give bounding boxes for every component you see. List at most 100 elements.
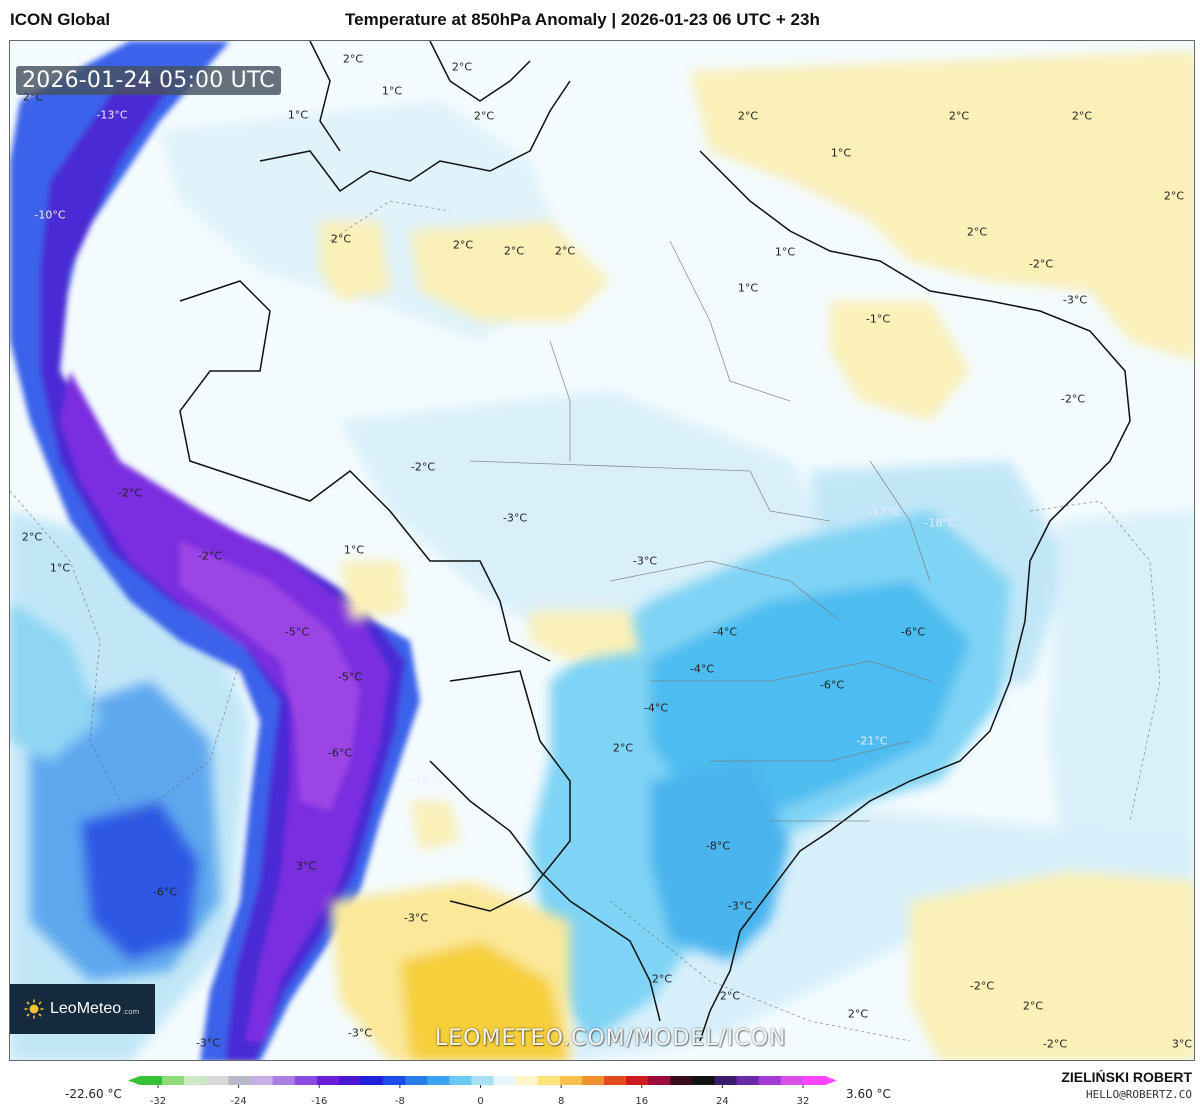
colorbar-tick-label: -16	[311, 1096, 327, 1107]
colorbar-segment	[206, 1076, 229, 1085]
colorbar-segment	[670, 1076, 694, 1085]
temperature-label: -2°C	[1028, 257, 1054, 271]
temperature-label: -18°C	[924, 516, 956, 530]
temperature-label: -6°C	[327, 746, 353, 760]
colorbar-segment	[493, 1076, 517, 1085]
scale-max-label: 3.60 °C	[846, 1087, 891, 1101]
colorbar: -32 -24 -16 -8 0 8 16 24 32	[128, 1076, 837, 1107]
colorbar-segment	[449, 1076, 473, 1085]
temperature-label: 2°C	[1071, 109, 1093, 123]
colorbar-segment	[604, 1076, 627, 1085]
colorbar-segment	[626, 1076, 649, 1085]
temperature-label: 1°C	[343, 543, 365, 557]
colorbar-segment	[140, 1076, 163, 1085]
temperature-label: -2°C	[969, 979, 995, 993]
temperature-label: 2°C	[21, 530, 43, 544]
temperature-label: -6°C	[819, 678, 845, 692]
colorbar-segment	[228, 1076, 252, 1085]
colorbar-tick-label: 24	[716, 1096, 729, 1107]
andes-cold-band	[10, 41, 420, 1060]
header: ICON Global Temperature at 850hPa Anomal…	[0, 0, 1200, 40]
map-frame[interactable]: 2°C 2°C 1°C -13°C -10°C 2°C 1°C 2°C 2°C 2°C 2°C 1°C…	[9, 40, 1195, 1061]
footer: -22.60 °C -32 -24 -16 -8 0 8 16 24 32 3.60 °C ZI…	[0, 1062, 1200, 1108]
colorbar-segment	[714, 1076, 738, 1085]
temperature-label: 1°C	[381, 84, 403, 98]
colorbar-segment	[405, 1076, 428, 1085]
temperature-label: -4°C	[643, 701, 669, 715]
colorbar-tick-label: -8	[395, 1096, 405, 1107]
colorbar-segment	[559, 1076, 583, 1085]
colorbar-segment	[316, 1076, 340, 1085]
temperature-label: 2°C	[948, 109, 970, 123]
colorbar-segment	[515, 1076, 539, 1085]
border-north	[309, 41, 531, 152]
temperature-label: -1°C	[865, 312, 891, 326]
colorbar-segment	[162, 1076, 185, 1085]
temperature-label: 2°C	[554, 244, 576, 258]
temperature-label: -3°C	[502, 511, 528, 525]
temperature-label: -2°C	[410, 460, 436, 474]
colorbar-segment	[581, 1076, 605, 1085]
temperature-label: -19°C	[580, 593, 612, 607]
temperature-label: 3°C	[1171, 1037, 1193, 1051]
borders-layer	[179, 41, 1131, 1042]
colorbar-tick-label: 0	[477, 1096, 483, 1107]
colorbar-segment	[272, 1076, 296, 1085]
temperature-label: 1°C	[287, 108, 309, 122]
border-paraguay	[449, 670, 571, 912]
temperature-label: -2°C	[1060, 392, 1086, 406]
temperature-label: -3°C	[632, 554, 658, 568]
anomaly-field-warm	[320, 51, 1194, 1060]
state-lines	[469, 240, 931, 822]
sun-icon	[24, 999, 44, 1019]
temperature-label: 1°C	[49, 561, 71, 575]
temperature-label: -21°C	[856, 734, 888, 748]
temperature-label: -2°C	[197, 549, 223, 563]
valid-time-badge: 2026-01-24 05:00 UTC	[16, 66, 281, 95]
temperature-label: -17°C	[868, 505, 900, 519]
colorbar-segment	[471, 1076, 495, 1085]
temperature-label: -8°C	[705, 839, 731, 853]
temperature-label: -10°C	[34, 208, 66, 222]
temperature-label: -3°C	[727, 899, 753, 913]
border-andean	[179, 280, 551, 662]
temperature-label: 2°C	[342, 52, 364, 66]
brand-logo[interactable]: LeoMeteo .com	[10, 984, 155, 1034]
scale-min-label: -22.60 °C	[65, 1087, 122, 1101]
colorbar-segment	[184, 1076, 207, 1085]
colorbar-segment	[537, 1076, 561, 1085]
colorbar-segment	[780, 1076, 804, 1085]
temperature-label: -6°C	[152, 885, 178, 899]
temperature-label: 2°C	[737, 109, 759, 123]
temperature-label: -5°C	[284, 625, 310, 639]
temperature-label: 2°C	[1163, 189, 1185, 203]
colorbar-segment	[648, 1076, 671, 1085]
map-canvas[interactable]	[10, 41, 1195, 1061]
colorbar-segment	[250, 1076, 274, 1085]
colorbar-segment	[736, 1076, 760, 1085]
temperature-label: -3°C	[347, 1026, 373, 1040]
temperature-label: -2°C	[1042, 1037, 1068, 1051]
temperature-label: 2°C	[330, 232, 352, 246]
temperature-label: 3°C	[295, 859, 317, 873]
colorbar-tick-label: 32	[797, 1096, 810, 1107]
temperature-label: 2°C	[719, 989, 741, 1003]
watermark: LEOMETEO.COM/MODEL/ICON	[435, 1026, 787, 1051]
colorbar-segment	[427, 1076, 450, 1085]
colorbar-segment	[383, 1076, 406, 1085]
colorbar-min-arrow	[128, 1076, 140, 1085]
colorbar-segments	[128, 1076, 837, 1085]
temperature-label: -4°C	[712, 625, 738, 639]
colorbar-tick-label: -24	[230, 1096, 246, 1107]
border-argentina	[429, 760, 661, 1022]
author-name: ZIELIŃSKI ROBERT	[1061, 1069, 1192, 1085]
temperature-label: -5°C	[337, 670, 363, 684]
model-name: ICON Global	[10, 10, 111, 29]
temperature-label: 2°C	[847, 1007, 869, 1021]
temperature-label: 2°C	[452, 238, 474, 252]
colorbar-segment	[758, 1076, 782, 1085]
colorbar-segment	[360, 1076, 384, 1085]
colorbar-tick-label: -32	[150, 1096, 166, 1107]
temperature-label: 1°C	[737, 281, 759, 295]
temperature-label: 1°C	[774, 245, 796, 259]
